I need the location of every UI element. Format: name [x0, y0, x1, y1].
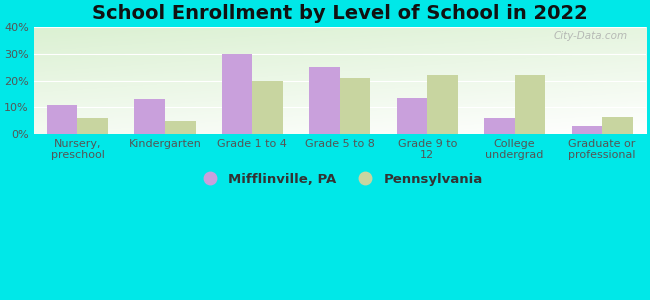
- Bar: [77, 118, 108, 134]
- Bar: [602, 117, 632, 134]
- Bar: [309, 68, 340, 134]
- Bar: [515, 75, 545, 134]
- Bar: [222, 54, 252, 134]
- Text: City-Data.com: City-Data.com: [553, 31, 627, 41]
- Bar: [571, 126, 602, 134]
- Bar: [484, 118, 515, 134]
- Bar: [340, 78, 370, 134]
- Bar: [396, 98, 427, 134]
- Bar: [135, 99, 165, 134]
- Bar: [47, 105, 77, 134]
- Legend: Mifflinville, PA, Pennsylvania: Mifflinville, PA, Pennsylvania: [191, 167, 488, 191]
- Bar: [427, 75, 458, 134]
- Bar: [165, 121, 196, 134]
- Title: School Enrollment by Level of School in 2022: School Enrollment by Level of School in …: [92, 4, 588, 23]
- Bar: [252, 81, 283, 134]
